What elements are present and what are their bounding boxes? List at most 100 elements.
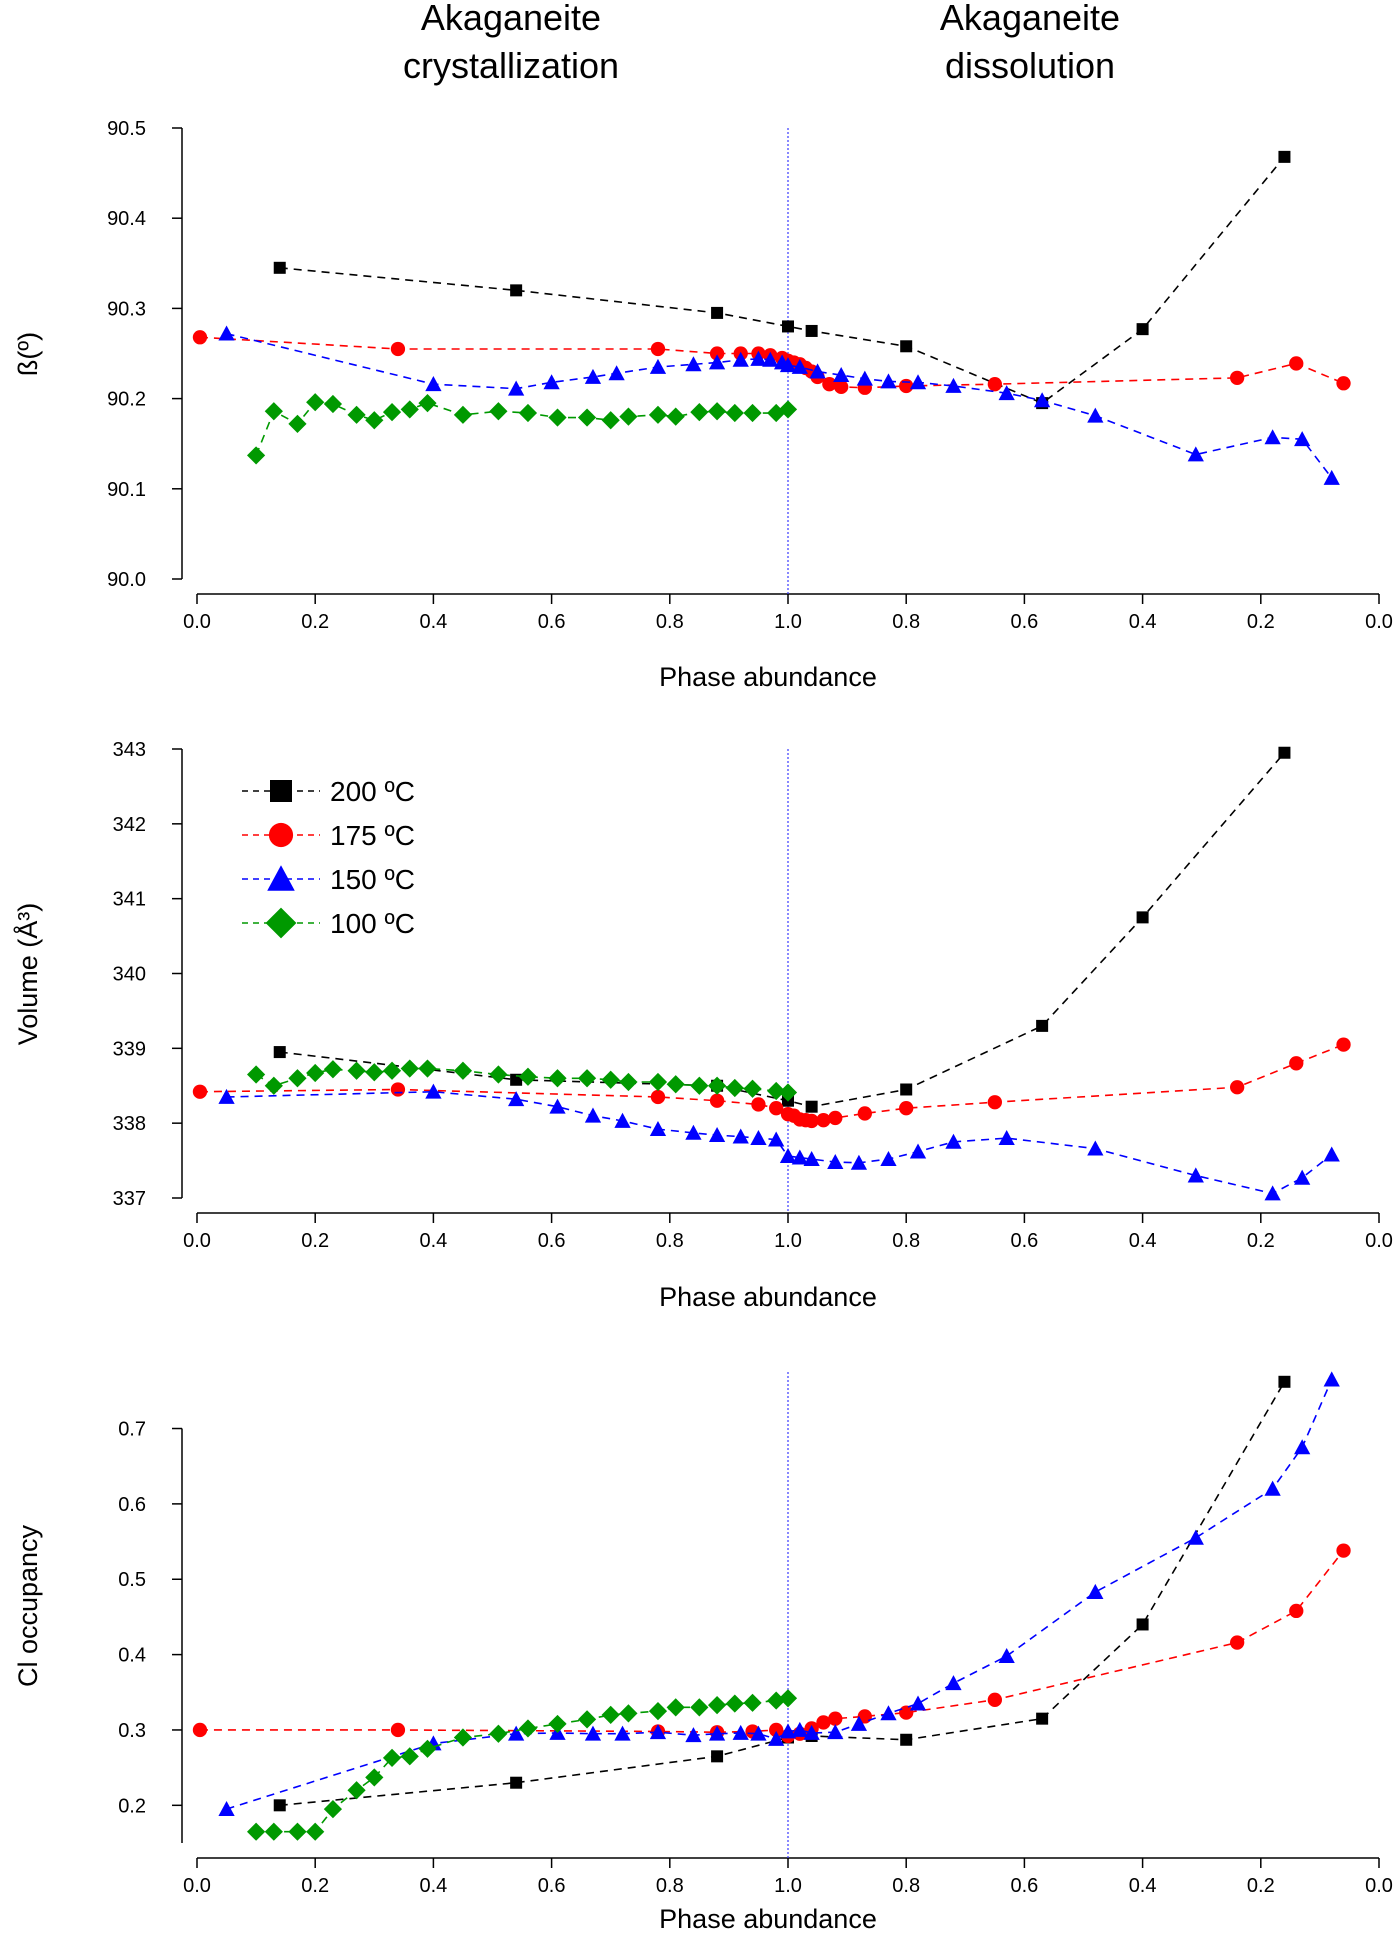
y-axis-label: ß(º) [13,332,43,376]
legend-marker [270,780,292,802]
x-tick-label: 0.8 [656,611,684,633]
x-tick-label: 0.0 [183,1875,211,1897]
data-point [518,1067,538,1086]
data-point [804,1113,819,1129]
data-point [725,1078,744,1098]
data-point [767,1081,786,1101]
data-point [909,374,927,390]
data-point [518,403,538,423]
x-tick-label: 0.4 [419,1875,447,1897]
header-dissolution-line2: dissolution [945,45,1115,86]
data-point [453,405,473,424]
data-point [828,1711,843,1726]
x-tick-label: 0.4 [419,611,447,633]
x-tick-label: 0.6 [538,611,566,633]
header-crystallization-line2: crystallization [403,45,619,86]
data-point [880,1705,897,1721]
data-point [816,1113,831,1128]
series-triangle [218,325,1340,485]
data-point [666,1698,685,1717]
data-point [1264,429,1281,445]
data-point [264,402,283,421]
y-axis-label: Cl occupancy [13,1524,43,1687]
data-point [264,1822,283,1841]
data-point [1336,376,1351,391]
series-diamond [247,1689,798,1841]
data-point [577,1710,597,1729]
data-point [850,1715,868,1731]
data-point [1336,1543,1351,1558]
x-tick-label: 0.8 [892,1875,920,1897]
x-tick-label: 1.0 [774,611,802,633]
header-dissolution-line1: Akaganeite [940,0,1120,38]
data-point [247,1822,266,1841]
series-triangle [218,1371,1340,1816]
data-point [218,325,235,341]
y-axis-label: Volume (Å³) [12,903,43,1046]
data-point [1187,1167,1204,1183]
data-point [382,1748,402,1767]
data-point [690,1698,709,1717]
data-point [584,1107,602,1123]
data-point [768,1131,785,1147]
data-point [1294,1439,1311,1455]
data-point [619,1704,638,1723]
data-point [347,1781,366,1800]
series-diamond [247,393,798,465]
data-point [614,1112,631,1128]
y-tick-label: 337 [113,1188,146,1210]
data-point [306,1063,325,1083]
x-tick-label: 0.6 [538,1230,566,1252]
data-point [1278,746,1291,759]
series-circle [192,1037,1351,1129]
data-point [365,411,384,430]
data-point [827,1153,844,1169]
data-point [1323,1146,1340,1162]
data-point [273,1799,286,1812]
x-tick-label: 0.6 [1010,611,1038,633]
data-point [510,1776,523,1789]
data-point [987,1692,1002,1707]
data-point [400,400,419,419]
data-point [264,1076,283,1095]
series-diamond [247,1059,798,1102]
data-point [648,1702,668,1721]
data-point [619,407,638,426]
data-point [549,1098,566,1114]
y-tick-label: 90.2 [107,389,146,411]
data-point [577,1069,597,1088]
data-point [192,1722,208,1738]
data-point [743,1693,762,1712]
data-point [453,1061,473,1080]
data-point [711,1750,724,1763]
data-point [619,1072,638,1092]
data-point [803,1724,820,1740]
data-point [508,1091,525,1107]
data-point [1036,1712,1049,1725]
data-point [732,1724,749,1740]
data-point [707,402,727,421]
data-point [400,1747,419,1766]
data-point [508,380,525,396]
data-point [1136,323,1149,336]
data-point [425,1083,442,1099]
chart-panel-1: 90.0 90.1 90.2 90.3 90.4 90.5 0.0 0.2 0.4 0.6 0.8 1… [13,118,1393,692]
x-tick-label: 0.6 [1010,1875,1038,1897]
data-point [857,1106,872,1121]
x-tick-label: 0.6 [538,1875,566,1897]
legend-label: 100 ºC [330,908,415,939]
data-point [945,377,962,393]
data-point [743,1079,762,1098]
x-tick-label: 0.0 [1365,1230,1393,1252]
data-point [390,341,406,357]
data-point [750,1130,767,1146]
data-point [608,365,625,381]
x-tick-label: 0.4 [1129,611,1157,633]
chart-panel-2: 337 338 339 340 341 342 343 0.0 0.2 0.4 0.6 0.8 1.0 0… [12,739,1393,1312]
data-point [1323,1371,1340,1387]
data-point [649,1724,667,1740]
data-point [899,1705,914,1720]
data-point [192,1084,208,1099]
data-point [822,377,837,392]
data-point [306,1822,325,1841]
